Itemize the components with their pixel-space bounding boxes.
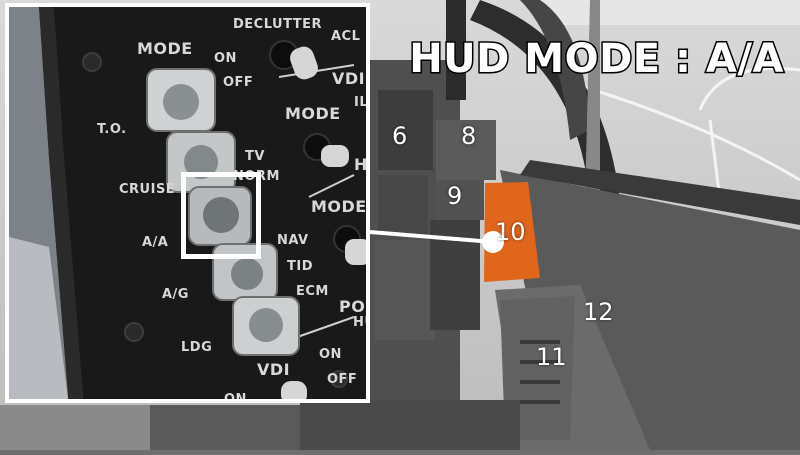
label-acl: ACL xyxy=(331,29,361,44)
label-mode-2: MODE xyxy=(285,104,341,123)
label-aa: A/A xyxy=(142,235,169,250)
label-mode-3: MODE xyxy=(311,197,367,216)
label-ils: ILS xyxy=(354,95,369,110)
screw-icon xyxy=(330,370,348,388)
screw-icon xyxy=(82,52,102,72)
connector-dot xyxy=(482,231,504,253)
label-ldg: LDG xyxy=(181,340,213,355)
connector-line xyxy=(369,230,494,244)
screw-icon xyxy=(124,322,144,342)
label-cruise: CRUISE xyxy=(119,182,176,197)
label-hi: HI xyxy=(354,155,368,174)
label-9: 9 xyxy=(447,182,463,210)
inset-panel-art xyxy=(9,7,366,399)
label-declutter: DECLUTTER xyxy=(233,17,323,32)
label-tid: TID xyxy=(287,259,313,274)
label-hu: HU xyxy=(353,315,366,330)
label-ag: A/G xyxy=(162,287,189,302)
label-ecm: ECM xyxy=(296,284,329,299)
panel-10-highlight xyxy=(484,182,540,282)
hud-mode-title: HUD MODE : A/A xyxy=(408,35,785,84)
zoom-inset: MODE ON OFF DECLUTTER ACL VDI ILS MODE T… xyxy=(5,3,370,403)
label-11: 11 xyxy=(536,343,567,371)
label-vdi: VDI xyxy=(332,69,366,88)
label-12: 12 xyxy=(583,298,614,326)
label-on-2: ON xyxy=(319,347,342,362)
label-on-3: ON xyxy=(224,392,247,403)
aa-switch-highlight xyxy=(181,172,261,259)
label-off-2: OFF xyxy=(327,372,358,387)
label-off: OFF xyxy=(223,75,254,90)
label-vdi-2: VDI xyxy=(257,360,291,379)
label-on: ON xyxy=(214,51,237,66)
panel-8-area xyxy=(436,120,496,180)
label-to: T.O. xyxy=(97,122,127,137)
label-6: 6 xyxy=(392,122,408,150)
label-8: 8 xyxy=(461,122,477,150)
label-mode: MODE xyxy=(137,39,193,58)
label-tv: TV xyxy=(245,149,265,164)
panel-9-area xyxy=(436,180,484,220)
toggle-switches xyxy=(269,40,366,399)
label-nav: NAV xyxy=(277,233,309,248)
label-10: 10 xyxy=(495,218,526,246)
label-pow: POW xyxy=(339,297,366,316)
